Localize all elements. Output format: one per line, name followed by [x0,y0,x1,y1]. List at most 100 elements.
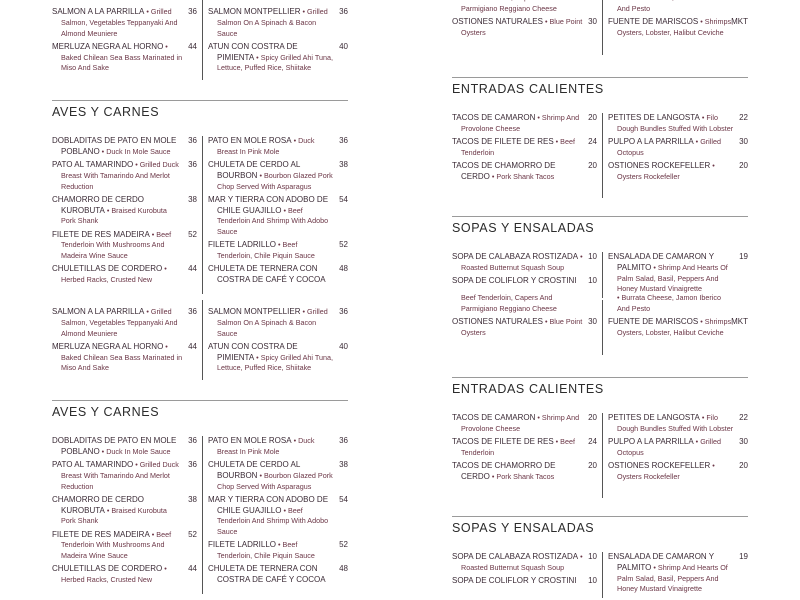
partial-description: And Pesto [617,303,651,313]
menu-item-name: OSTIONES ROCKEFELLER [608,460,711,470]
right-column: PETITES DE LANGOSTA • Filo Dough Bundles… [608,413,748,485]
menu-item-name: CHULETA DE TERNERA CON COSTRA DE CAFÉ Y … [208,264,326,285]
menu-item-description: • Filo Dough Bundles Stuffed With Lobste… [617,413,734,433]
menu-item-text: SALMON MONTPELLIER • Grilled Salmon On A… [208,7,334,39]
menu-item-name: PETITES DE LANGOSTA [608,113,700,122]
menu-item: SALMON MONTPELLIER • Grilled Salmon On A… [208,307,348,339]
menu-item-description: • Beef Tenderloin, Chile Piquin Sauce [217,540,315,561]
menu-item-price: 36 [339,7,348,16]
menu-item: MERLUZA NEGRA AL HORNO • Baked Chilean S… [52,342,197,374]
menu-item-text: PETITES DE LANGOSTA • Filo Dough Bundles… [608,413,734,435]
column-divider [602,552,603,598]
left-column: SOPA DE CALABAZA ROSTIZADA • Roasted But… [452,252,597,289]
menu-item-price: 36 [188,136,197,145]
menu-item: PULPO A LA PARRILLA • Grilled Octopus 30 [608,137,748,159]
menu-item: PETITES DE LANGOSTA • Filo Dough Bundles… [608,413,748,435]
menu-item-price: 40 [339,341,348,351]
menu-item-name: FUENTE DE MARISCOS [608,16,699,26]
menu-item: CHULETA DE CERDO AL BOURBON • Bourbon Gl… [208,160,348,192]
menu-item-name: PETITES DE LANGOSTA [608,413,700,422]
partial-description: • Burrata Cheese, Jamon Iberico [608,0,748,4]
menu-item-price: 52 [188,229,197,239]
menu-item-name: TACOS DE CHAMORRO DE CERDO [452,160,556,181]
menu-item-text: CHULETA DE TERNERA CON COSTRA DE CAFÉ Y … [208,564,334,586]
menu-item-description: • Duck In Mole Sauce [99,146,171,156]
menu-item-price: 30 [588,316,597,326]
menu-item-name: TACOS DE CAMARON [452,413,536,422]
menu-item-text: MAR Y TIERRA CON ADOBO DE CHILE GUAJILLO… [208,195,334,238]
menu-item: ATUN CON COSTRA DE PIMIENTA • Spicy Gril… [208,42,348,74]
section-title: ENTRADAS CALIENTES [452,382,604,396]
menu-item-text: DOBLADITAS DE PATO EN MOLE POBLANO • Duc… [52,136,183,158]
menu-item-description: • Shrimp And Provolone Cheese [461,413,580,433]
menu-item-text: CHULETA DE TERNERA CON COSTRA DE CAFÉ Y … [208,264,334,286]
menu-item-price: 52 [339,240,348,250]
menu-item-name: PATO AL TAMARINDO [52,159,134,169]
menu-item-price: 38 [188,194,197,204]
menu-item-text: CHULETA DE CERDO AL BOURBON • Bourbon Gl… [208,160,334,192]
menu-item-text: TACOS DE CAMARON • Shrimp And Provolone … [452,413,583,435]
menu-item-description: • Roasted Butternut Squash Soup [461,252,583,272]
menu-item-price: 20 [588,113,597,122]
menu-item-text: PATO EN MOLE ROSA • Duck Breast In Pink … [208,436,334,458]
menu-item-description: • Grilled Salmon On A Spinach & Bacon Sa… [217,7,328,38]
menu-item-description: • Pork Shank Tacos [489,471,555,481]
menu-item-text: TACOS DE CHAMORRO DE CERDO • Pork Shank … [452,161,583,183]
column-divider [602,300,603,355]
menu-item-price: MKT [731,16,748,26]
menu-item-description: • Beef Tenderloin And Shrimp With Adobo … [217,205,329,237]
menu-item-text: ATUN CON COSTRA DE PIMIENTA • Spicy Gril… [208,342,334,374]
menu-item-name: MERLUZA NEGRA AL HORNO [52,41,164,51]
menu-item-name: ATUN CON COSTRA DE PIMIENTA [208,41,298,62]
menu-item: CHULETILLAS DE CORDERO • Herbed Racks, C… [52,264,197,286]
right-column: SALMON MONTPELLIER • Grilled Salmon On A… [208,7,348,77]
section-title: AVES Y CARNES [52,405,160,419]
menu-item-text: FUENTE DE MARISCOS • Shrimps, Oysters, L… [608,17,734,39]
menu-item-name: SOPA DE CALABAZA ROSTIZADA [452,252,579,261]
menu-item-description: • Bourbon Glazed Pork Chop Served With A… [217,470,333,491]
left-column: SALMON A LA PARRILLA • Grilled Salmon, V… [52,7,197,77]
menu-item-price: 20 [588,460,597,470]
column-divider [202,300,203,380]
right-column: PETITES DE LANGOSTA • Filo Dough Bundles… [608,113,748,185]
menu-item-description: • Herbed Racks, Crusted New [61,564,167,585]
menu-item-text: FILETE LADRILLO • Beef Tenderloin, Chile… [208,540,334,562]
menu-item: FILETE DE RES MADEIRA • Beef Tenderloin … [52,530,197,562]
section-rule [452,216,748,217]
menu-item-name: FILETE LADRILLO [208,240,277,250]
menu-item-text: DOBLADITAS DE PATO EN MOLE POBLANO • Duc… [52,436,183,458]
menu-item-text: FILETE DE RES MADEIRA • Beef Tenderloin … [52,530,183,562]
menu-item-name: MAR Y TIERRA CON ADOBO DE CHILE GUAJILLO [208,494,329,515]
menu-item-name: ATUN CON COSTRA DE PIMIENTA [208,341,298,362]
menu-item: DOBLADITAS DE PATO EN MOLE POBLANO • Duc… [52,136,197,158]
menu-item-text: CHAMORRO DE CERDO KUROBUTA • Braised Kur… [52,495,183,527]
section-title: SOPAS Y ENSALADAS [452,521,595,535]
section-rule [452,77,748,78]
menu-item-description: • Grilled Octopus [617,436,721,457]
menu-item: OSTIONES NATURALES • Blue Point Oysters 3… [452,317,597,339]
menu-item: CHULETA DE TERNERA CON COSTRA DE CAFÉ Y … [208,564,348,586]
menu-item-name: FILETE LADRILLO [208,540,277,550]
column-divider [602,113,603,198]
menu-item: CHULETA DE TERNERA CON COSTRA DE CAFÉ Y … [208,264,348,286]
left-column: DOBLADITAS DE PATO EN MOLE POBLANO • Duc… [52,436,197,588]
menu-item: PULPO A LA PARRILLA • Grilled Octopus 30 [608,437,748,459]
menu-item-price: 20 [739,160,748,170]
menu-item-name: SALMON A LA PARRILLA [52,7,145,16]
column-divider [602,0,603,55]
menu-item-name: SALMON MONTPELLIER [208,307,301,316]
menu-item: TACOS DE FILETE DE RES • Beef Tenderloin… [452,137,597,159]
menu-item-text: PETITES DE LANGOSTA • Filo Dough Bundles… [608,113,734,135]
menu-item-price: 24 [588,436,597,446]
menu-item-price: 36 [188,459,197,469]
menu-item-description: • Spicy Grilled Ahi Tuna, Lettuce, Puffe… [217,352,334,373]
menu-item-name: CHULETA DE TERNERA CON COSTRA DE CAFÉ Y … [208,564,326,585]
menu-item-name: FILETE DE RES MADEIRA [52,529,150,539]
menu-item: TACOS DE CHAMORRO DE CERDO • Pork Shank … [452,461,597,483]
menu-item-description: • Shrimp And Provolone Cheese [461,113,580,133]
menu-item-description: • Beef Tenderloin [461,136,575,157]
menu-item-description: • Beef Tenderloin, Chile Piquin Sauce [217,240,315,261]
menu-item-description: • Shrimps, Oysters, Lobster, Halibut Cev… [617,16,734,37]
